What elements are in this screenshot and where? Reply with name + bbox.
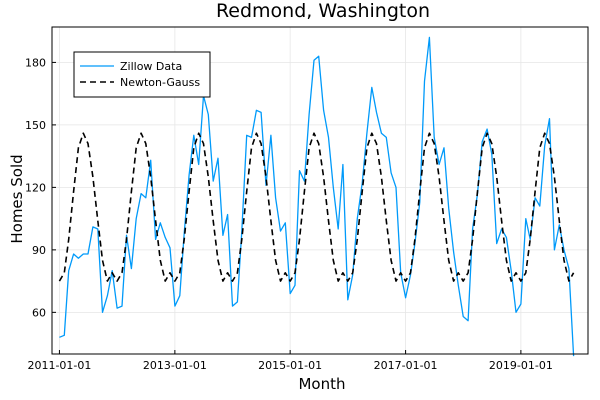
x-tick-label: 2015-01-01 [258,359,322,372]
legend-box [73,51,211,98]
y-axis-label: Homes Sold [8,154,26,243]
plot-frame [51,26,589,355]
y-tick-label: 90 [32,244,46,257]
series-lines [58,36,575,357]
y-tick-label: 60 [32,306,46,319]
y-tick-label: 120 [25,181,46,194]
y-tick-label: 180 [25,56,46,69]
chart-title: Redmond, Washington [216,0,430,22]
x-axis-label: Month [298,375,345,393]
x-tick-label: 2017-01-01 [374,359,438,372]
y-axis-ticks: 60 90 120 150 180 [25,56,56,319]
series-line-newton-gauss [58,132,575,282]
x-axis-ticks: 2011-01-01 2013-01-01 2015-01-01 2017-01-01… [27,350,553,372]
x-tick-label: 2011-01-01 [27,359,91,372]
legend-label-zillow-data: Zillow Data [120,60,182,73]
legend: Zillow Data Newton-Gauss [73,51,211,98]
x-tick-label: 2019-01-01 [489,359,553,372]
x-tick-label: 2013-01-01 [143,359,207,372]
y-tick-label: 150 [25,119,46,132]
legend-label-newton-gauss: Newton-Gauss [120,76,200,89]
